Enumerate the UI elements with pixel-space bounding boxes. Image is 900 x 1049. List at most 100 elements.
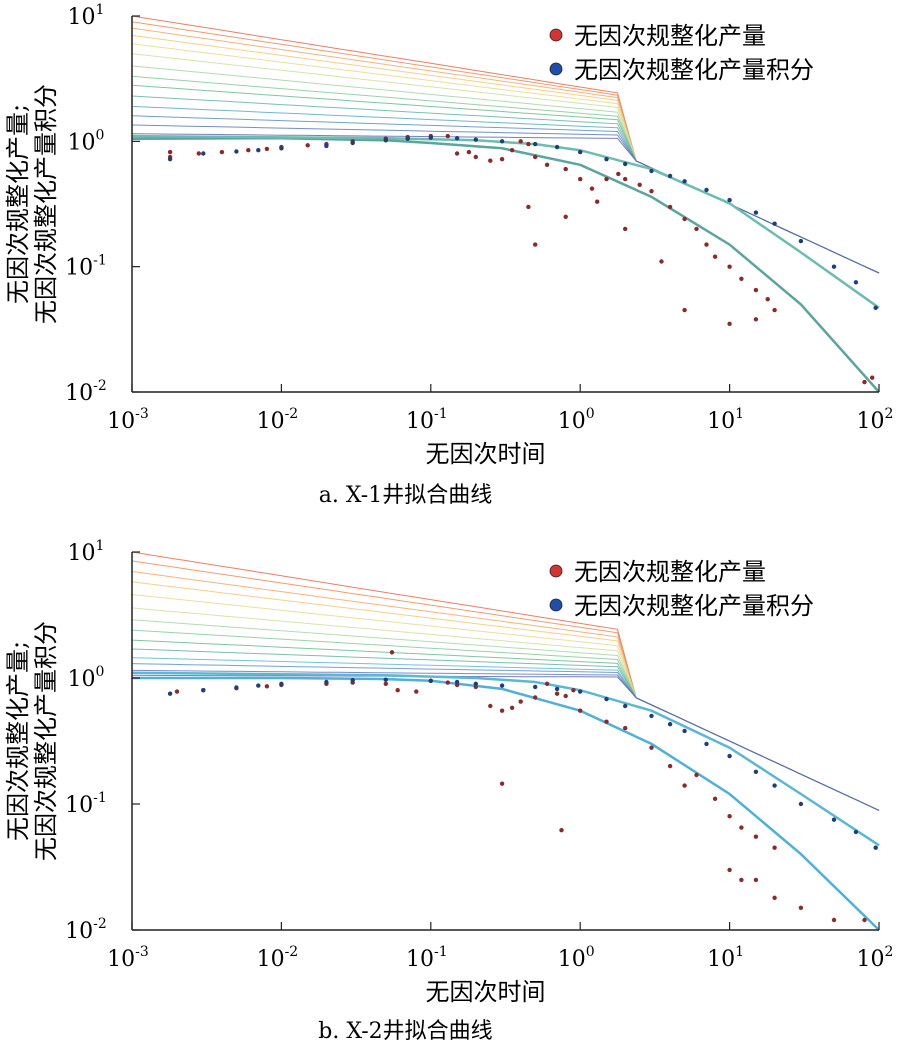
legend-marker (549, 564, 563, 578)
integral-point (383, 677, 388, 682)
rate-point (870, 375, 875, 380)
integral-point (667, 722, 673, 727)
integral-point (454, 136, 460, 141)
integral-point (428, 678, 433, 683)
rate-point (544, 162, 550, 167)
integral-point (499, 139, 505, 144)
integral-point (554, 144, 560, 150)
integral-point (772, 221, 777, 226)
chart-panel-2: 10-3 10-2 10-1 100 101 10210-210-1100101无因次时间… (4, 538, 893, 1044)
y-tick-label: 100 (68, 664, 105, 692)
y-tick-label: 101 (68, 2, 105, 30)
integral-point (578, 689, 583, 694)
integral-point (682, 179, 687, 184)
rate-point (526, 141, 531, 147)
rate-point (383, 681, 388, 686)
rate-point (533, 154, 538, 160)
rate-point (667, 204, 673, 210)
integral-point (727, 197, 732, 203)
integral-point (383, 138, 388, 143)
y-tick-label: 100 (68, 127, 105, 155)
integral-point (473, 137, 478, 142)
rate-point (862, 917, 867, 923)
integral-point (831, 817, 837, 822)
rate-point (798, 905, 804, 910)
rate-point (753, 317, 759, 322)
y-tick-label: 10-1 (65, 790, 107, 818)
y-tick-label: 10-1 (65, 253, 107, 281)
rate-point (518, 699, 523, 704)
rate-point (616, 171, 621, 177)
rate-point (499, 708, 505, 713)
integral-point (853, 280, 859, 285)
integral-point (201, 688, 206, 693)
rate-point (604, 176, 609, 182)
rate-point (563, 214, 568, 219)
integral-point (772, 783, 777, 788)
rate-point (753, 877, 759, 883)
rate-point (739, 825, 744, 830)
integral-point (234, 685, 239, 690)
integral-point (623, 703, 628, 709)
rate-point (772, 845, 777, 850)
integral-point (499, 683, 505, 688)
rate-point (727, 814, 732, 819)
rate-point (219, 149, 225, 155)
rate-point (167, 149, 173, 155)
rate-point (473, 154, 478, 160)
rate-point (509, 148, 515, 153)
x-tick-label: 10-1 (406, 406, 448, 434)
rate-point (578, 708, 583, 713)
integral-point (533, 684, 538, 690)
panel-caption: b. X-2井拟合曲线 (318, 1019, 492, 1044)
rate-point (563, 166, 568, 172)
integral-point (667, 173, 673, 179)
integral-point (704, 187, 709, 193)
integral-point (798, 238, 804, 244)
type-curve (131, 629, 880, 811)
integral-point (324, 143, 329, 149)
integral-point (324, 679, 329, 685)
rate-point (196, 151, 201, 156)
y-axis-label: 无因次规整化产量积分 (32, 84, 60, 324)
rate-point (305, 143, 310, 148)
rate-point (571, 688, 576, 693)
x-tick-label: 102 (857, 944, 894, 972)
integral-point (753, 210, 759, 215)
rate-point (765, 297, 770, 302)
integral-point (727, 753, 732, 759)
integral-point (350, 140, 355, 146)
rate-point (704, 242, 709, 247)
rate-point (862, 379, 867, 385)
integral-point (853, 829, 859, 835)
rate-point (727, 867, 732, 873)
type-curve (131, 607, 880, 811)
rate-point (499, 157, 505, 162)
rate-point (264, 684, 270, 689)
rate-point (772, 307, 777, 313)
y-axis-label: 无因次规整化产量积分 (32, 621, 60, 861)
legend-label: 无因次规整化产量 (574, 558, 766, 586)
rate-point (466, 149, 472, 155)
integral-point (279, 146, 284, 151)
integral-point (604, 696, 609, 702)
rate-point (649, 189, 654, 194)
type-curve (131, 669, 880, 811)
rate-point (772, 895, 777, 900)
fit-curve (131, 671, 880, 847)
rate-point (559, 828, 564, 833)
rate-point (473, 684, 478, 690)
rate-point (649, 745, 654, 750)
x-axis-label: 无因次时间 (426, 440, 546, 468)
rate-point (499, 781, 505, 786)
integral-point (604, 157, 609, 162)
integral-point (454, 679, 460, 685)
rate-point (589, 186, 595, 191)
x-axis-label: 无因次时间 (426, 978, 546, 1006)
rate-point (604, 719, 609, 724)
panel-caption: a. X-1井拟合曲线 (319, 483, 492, 508)
rate-point (623, 226, 628, 232)
type-curve (131, 15, 880, 274)
rate-point (712, 254, 718, 259)
rate-point (727, 321, 732, 326)
